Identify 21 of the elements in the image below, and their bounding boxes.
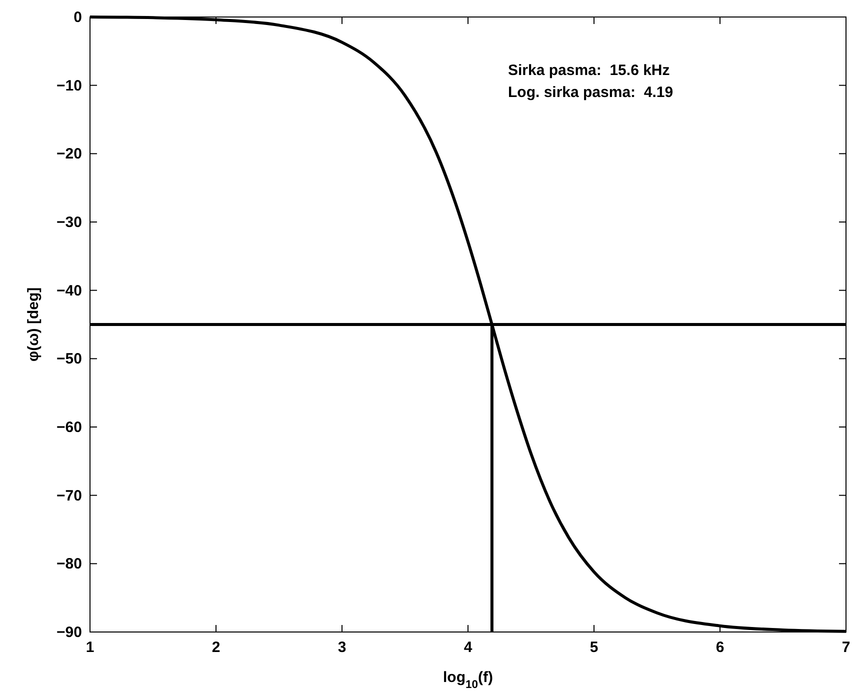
y-tick-label: 0: [74, 9, 82, 26]
y-tick-label: −20: [56, 146, 82, 163]
y-axis-title: φ(ω) [deg]: [25, 287, 42, 362]
x-tick-label: 4: [464, 639, 473, 656]
y-tick-label: −70: [56, 487, 82, 504]
annotation: Sirka pasma: 15.6 kHz: [508, 62, 670, 79]
annotation: Log. sirka pasma: 4.19: [508, 84, 674, 101]
x-tick-label: 6: [716, 639, 724, 656]
y-tick-label: −40: [56, 282, 82, 300]
x-tick-label: 2: [212, 639, 220, 656]
y-tick-label: −50: [56, 350, 82, 368]
x-tick-label: 3: [338, 639, 346, 656]
y-tick-label: −90: [56, 624, 82, 641]
y-tick-label: −30: [56, 214, 82, 231]
y-tick-label: −10: [56, 77, 82, 94]
x-tick-label: 5: [590, 639, 598, 656]
y-tick-label: −80: [56, 556, 82, 573]
x-tick-label: 7: [842, 639, 850, 656]
x-tick-label: 1: [86, 639, 94, 656]
x-axis-title: log$_{10}$(f): [442, 669, 494, 691]
y-tick-label: −60: [56, 419, 82, 436]
